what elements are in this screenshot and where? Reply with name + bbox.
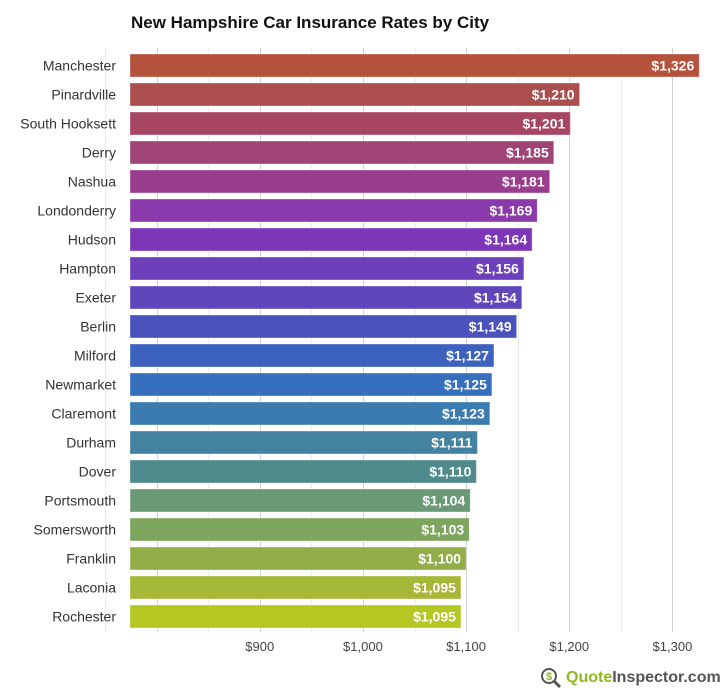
bar-milford (129, 343, 495, 368)
x-tick-label: $900 (245, 639, 274, 654)
category-label: Nashua (68, 174, 116, 190)
category-label: Hudson (68, 232, 116, 248)
data-label: $1,110 (429, 464, 471, 480)
quoteinspector-logo: $ QuoteInspector.com (540, 667, 721, 689)
category-label: Portsmouth (44, 493, 116, 509)
chart-title: New Hampshire Car Insurance Rates by Cit… (131, 13, 490, 32)
data-label: $1,210 (532, 87, 575, 103)
x-tick-label: $1,000 (343, 639, 383, 654)
data-label: $1,326 (651, 58, 694, 74)
bar-hudson (129, 227, 533, 252)
bar-nashua (129, 169, 551, 194)
category-label: Pinardville (51, 87, 116, 103)
category-label: Hampton (59, 261, 116, 277)
category-label: Claremont (51, 406, 116, 422)
category-label: Berlin (80, 319, 116, 335)
category-label: Dover (79, 464, 117, 480)
bar-londonderry (129, 198, 538, 223)
bar-claremont (129, 401, 491, 426)
data-label: $1,125 (444, 377, 487, 393)
dollar-magnifier-icon: $ (541, 668, 562, 689)
bar-manchester (129, 53, 700, 78)
data-label: $1,156 (476, 261, 519, 277)
bar-rochester (129, 604, 462, 629)
bar-durham (129, 430, 478, 455)
category-label: South Hooksett (20, 116, 116, 132)
data-label: $1,123 (442, 406, 485, 422)
category-label: Exeter (76, 290, 117, 306)
category-label: Laconia (67, 580, 116, 596)
x-tick-label: $1,200 (549, 639, 589, 654)
bar-franklin (129, 546, 467, 571)
bar-hampton (129, 256, 525, 281)
data-label: $1,185 (506, 145, 549, 161)
category-label: Manchester (43, 58, 116, 74)
data-label: $1,095 (413, 609, 456, 625)
category-label: Derry (82, 145, 116, 161)
category-label: Rochester (52, 609, 116, 625)
data-label: $1,149 (469, 319, 512, 335)
bar-portsmouth (129, 488, 471, 513)
category-label: Franklin (66, 551, 116, 567)
bar-exeter (129, 285, 523, 310)
category-label: Somersworth (34, 522, 116, 538)
data-label: $1,154 (474, 290, 517, 306)
category-label: Durham (66, 435, 116, 451)
data-label: $1,104 (422, 493, 465, 509)
bar-somersworth (129, 517, 470, 542)
bar-pinardville (129, 82, 581, 107)
svg-text:$: $ (546, 671, 552, 683)
bar-derry (129, 140, 555, 165)
data-label: $1,127 (446, 348, 489, 364)
data-label: $1,181 (502, 174, 545, 190)
data-label: $1,164 (484, 232, 527, 248)
logo-text-quote: Quote (566, 669, 613, 686)
bar-south-hooksett (129, 111, 571, 136)
data-label: $1,103 (421, 522, 464, 538)
data-label: $1,111 (431, 435, 472, 451)
category-label: Milford (74, 348, 116, 364)
bar-berlin (129, 314, 518, 339)
category-label: Londonderry (37, 203, 116, 219)
data-label: $1,201 (522, 116, 565, 132)
data-label: $1,100 (418, 551, 461, 567)
bar-dover (129, 459, 477, 484)
category-label: Newmarket (45, 377, 116, 393)
bar-newmarket (129, 372, 493, 397)
data-label: $1,169 (489, 203, 532, 219)
bar-laconia (129, 575, 462, 600)
logo-text-inspector: Inspector.com (612, 669, 721, 686)
data-label: $1,095 (413, 580, 456, 596)
x-tick-label: $1,100 (446, 639, 486, 654)
x-tick-label: $1,300 (653, 639, 693, 654)
